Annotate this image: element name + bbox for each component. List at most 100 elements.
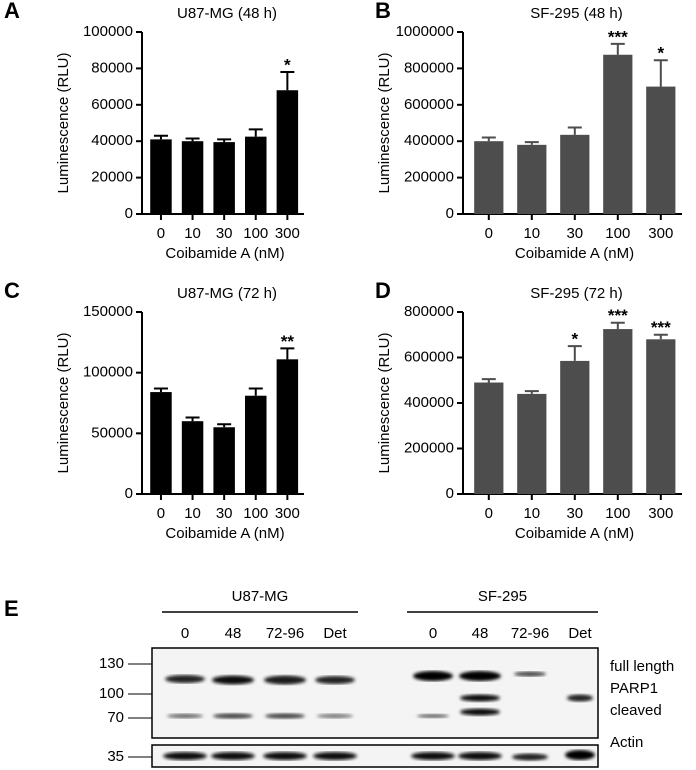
x-tick-label: 0 (485, 505, 493, 522)
y-tick-label: 1000000 (396, 23, 454, 40)
error-bar (217, 138, 232, 143)
group-label: SF-295 (478, 588, 527, 605)
lane-label: 48 (472, 625, 489, 642)
x-tick-label: 100 (605, 505, 630, 522)
panel-letter: A (4, 0, 20, 23)
error-bar (248, 128, 263, 137)
y-tick-label: 200000 (404, 439, 454, 456)
bar (474, 382, 504, 494)
marker-label: 70 (107, 709, 124, 726)
bar (181, 141, 204, 214)
panel-letter: E (4, 596, 19, 621)
blot-bands (163, 671, 595, 761)
error-bar (653, 333, 668, 340)
bar (517, 144, 547, 214)
error-bar (610, 42, 625, 55)
chart-title: SF-295 (48 h) (530, 5, 623, 22)
significance: * (657, 44, 664, 63)
error-bar (185, 137, 200, 142)
lane-label: 48 (225, 625, 242, 642)
error-bar (217, 423, 232, 428)
error-bar (153, 387, 168, 393)
y-tick-label: 0 (446, 205, 454, 222)
bar (245, 136, 267, 214)
error-bar (524, 390, 539, 394)
x-tick-label: 300 (275, 225, 300, 242)
marker-label: 35 (107, 748, 124, 765)
y-tick-label: 800000 (404, 59, 454, 76)
y-tick-label: 80000 (91, 59, 133, 76)
x-tick-label: 30 (216, 505, 233, 522)
lane-label: 0 (429, 625, 437, 642)
y-tick-label: 20000 (91, 169, 133, 186)
y-tick-label: 40000 (91, 132, 133, 149)
x-tick-label: 0 (485, 225, 493, 242)
error-bar (524, 141, 539, 145)
y-axis-label: Luminescence (RLU) (376, 53, 393, 194)
x-tick-label: 0 (157, 505, 165, 522)
y-tick-label: 0 (125, 485, 133, 502)
actin-box (151, 744, 599, 768)
x-tick-label: 10 (523, 225, 540, 242)
chart-title: U87-MG (48 h) (177, 5, 277, 22)
bar (150, 392, 172, 494)
x-tick-label: 300 (275, 505, 300, 522)
bar (213, 427, 235, 494)
error-bar (185, 416, 200, 422)
y-tick-label: 600000 (404, 348, 454, 365)
lane-label: 0 (181, 625, 189, 642)
y-tick-label: 800000 (404, 303, 454, 320)
significance: *** (608, 306, 628, 325)
x-tick-label: 300 (648, 505, 673, 522)
error-bar (481, 378, 496, 383)
x-tick-label: 100 (243, 225, 268, 242)
bar (474, 141, 504, 214)
y-tick-label: 100000 (83, 364, 133, 381)
significance: *** (651, 318, 671, 337)
bar (276, 359, 299, 494)
lane-label: Det (323, 625, 347, 642)
error-bar (153, 134, 168, 140)
lane-label: 72-96 (511, 625, 549, 642)
y-axis-label: Luminescence (RLU) (55, 53, 72, 194)
x-tick-label: 0 (157, 225, 165, 242)
chart-title: SF-295 (72 h) (530, 285, 623, 302)
y-axis-label: Luminescence (RLU) (376, 333, 393, 474)
bar (560, 360, 590, 494)
band-label: full length (610, 658, 674, 675)
x-tick-label: 30 (566, 505, 583, 522)
x-tick-label: 100 (243, 505, 268, 522)
lane-label: 72-96 (266, 625, 304, 642)
y-tick-label: 400000 (404, 394, 454, 411)
band-label: Actin (610, 734, 643, 751)
bar (560, 134, 590, 214)
bar (245, 395, 267, 494)
error-bar (567, 345, 582, 361)
bar (646, 86, 676, 214)
y-tick-label: 400000 (404, 132, 454, 149)
y-axis-label: Luminescence (RLU) (55, 333, 72, 474)
chart-title: U87-MG (72 h) (177, 285, 277, 302)
y-tick-label: 150000 (83, 303, 133, 320)
x-tick-label: 30 (216, 225, 233, 242)
y-tick-label: 60000 (91, 96, 133, 113)
error-bar (610, 321, 625, 330)
x-tick-label: 10 (184, 225, 201, 242)
marker-label: 130 (99, 655, 124, 672)
x-tick-label: 100 (605, 225, 630, 242)
x-axis-label: Coibamide A (nM) (515, 245, 634, 262)
x-tick-label: 30 (566, 225, 583, 242)
bar (276, 90, 299, 214)
panel-letter: B (375, 0, 391, 23)
y-tick-label: 50000 (91, 424, 133, 441)
error-bar (280, 71, 295, 91)
panel-letter: D (375, 278, 391, 303)
group-label: U87-MG (232, 588, 289, 605)
x-tick-label: 10 (523, 505, 540, 522)
x-axis-label: Coibamide A (nM) (515, 525, 634, 542)
significance: ** (281, 332, 295, 351)
significance: * (571, 330, 578, 349)
error-bar (481, 136, 496, 142)
y-tick-label: 0 (125, 205, 133, 222)
